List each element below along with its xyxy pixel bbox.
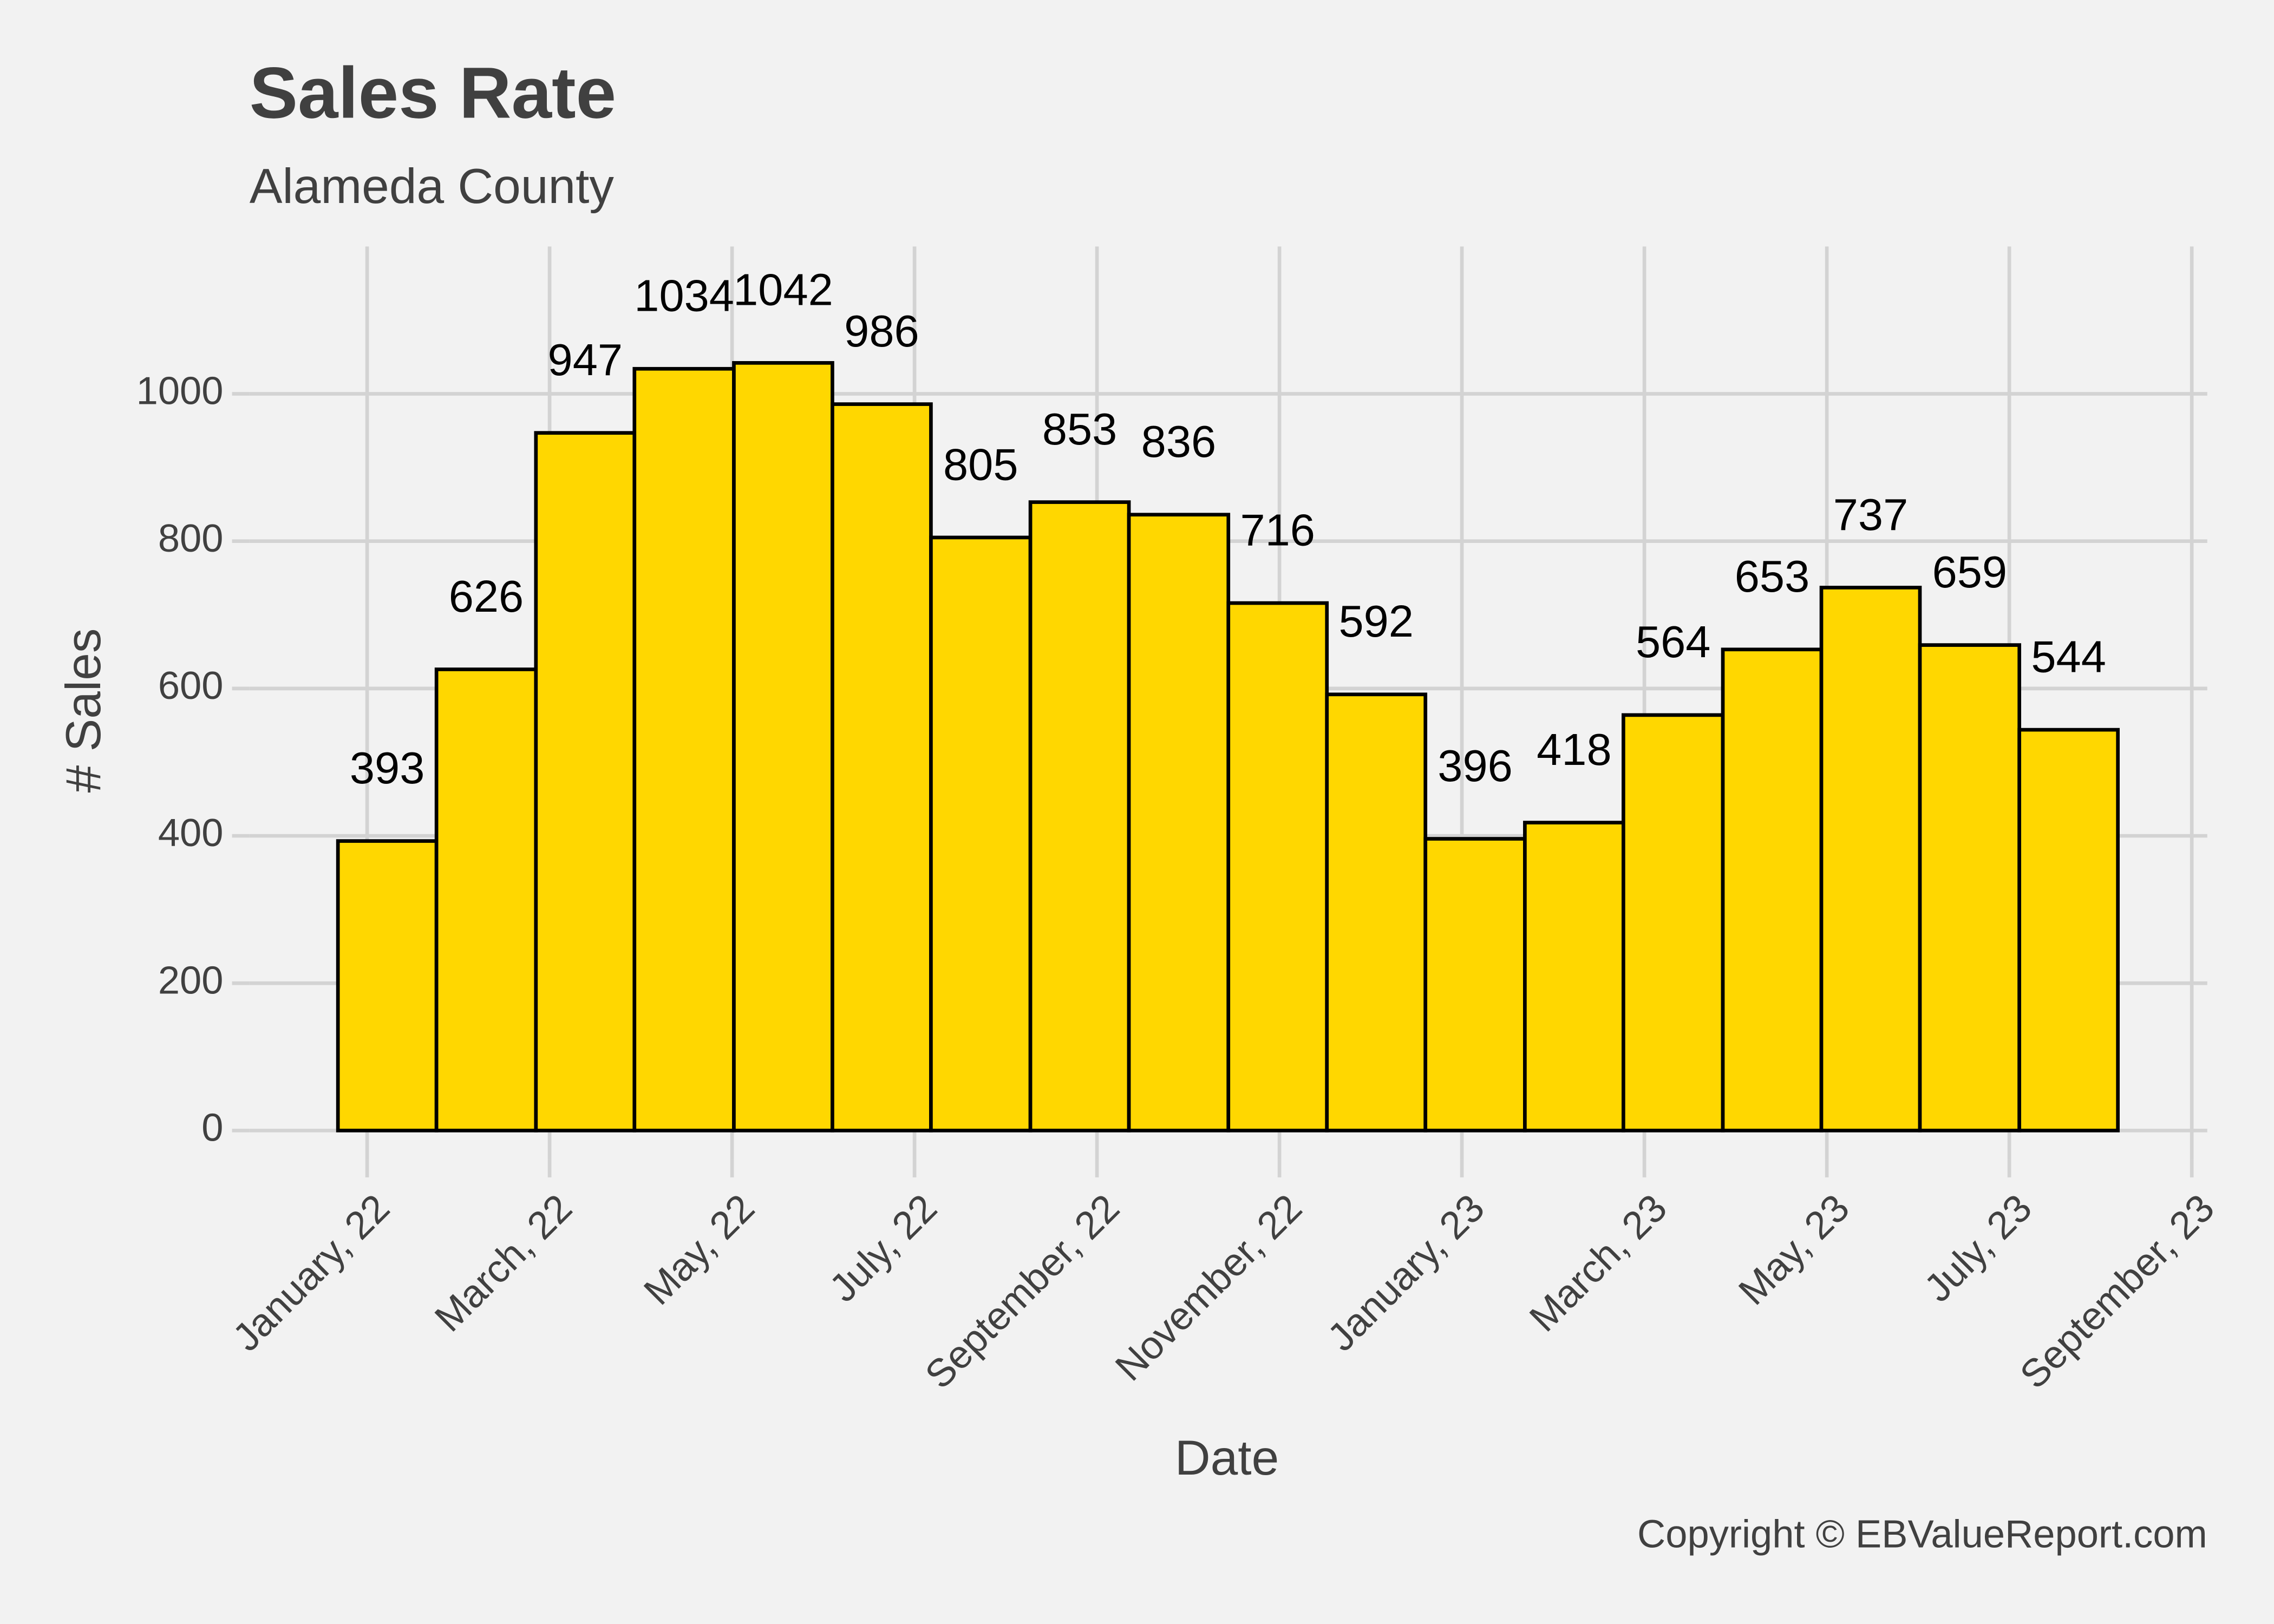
data-label: 592 bbox=[1338, 596, 1414, 646]
data-label: 544 bbox=[2031, 631, 2106, 682]
data-label: 737 bbox=[1833, 489, 1909, 540]
data-label: 393 bbox=[350, 743, 425, 793]
data-label: 564 bbox=[1636, 617, 1711, 667]
bar bbox=[831, 402, 933, 1132]
y-axis-label: # Sales bbox=[56, 628, 111, 793]
bar bbox=[732, 361, 834, 1132]
bar bbox=[1028, 500, 1131, 1132]
bar bbox=[1325, 692, 1428, 1132]
bar bbox=[1721, 647, 1824, 1132]
data-label: 716 bbox=[1240, 505, 1315, 555]
data-label: 659 bbox=[1932, 547, 2008, 597]
y-tick-label: 800 bbox=[158, 517, 224, 560]
bar bbox=[2017, 728, 2120, 1132]
bar bbox=[1622, 713, 1725, 1132]
bar bbox=[1423, 837, 1527, 1132]
bar bbox=[1127, 513, 1231, 1132]
chart-subtitle: Alameda County bbox=[250, 159, 615, 214]
data-label: 653 bbox=[1735, 551, 1810, 601]
bar bbox=[534, 431, 637, 1132]
bar bbox=[336, 839, 439, 1132]
data-label: 396 bbox=[1437, 741, 1513, 791]
data-label: 1034 bbox=[634, 271, 734, 321]
y-tick-label: 600 bbox=[158, 664, 224, 708]
y-tick-label: 400 bbox=[158, 811, 224, 855]
data-label: 853 bbox=[1042, 404, 1118, 454]
bar bbox=[632, 366, 736, 1132]
bar bbox=[1918, 643, 2022, 1132]
data-label: 1042 bbox=[733, 265, 833, 315]
x-axis-label: Date bbox=[1175, 1431, 1279, 1485]
chart-title: Sales Rate bbox=[250, 53, 616, 134]
data-label: 418 bbox=[1537, 724, 1612, 775]
bar bbox=[1226, 601, 1329, 1132]
caption: Copyright © EBValueReport.com bbox=[1637, 1512, 2207, 1556]
bar bbox=[434, 667, 538, 1132]
data-label: 626 bbox=[449, 571, 524, 621]
y-tick-label: 1000 bbox=[136, 370, 224, 413]
data-label: 986 bbox=[844, 306, 919, 356]
data-label: 805 bbox=[943, 439, 1018, 489]
bar bbox=[929, 535, 1033, 1132]
data-label: 836 bbox=[1141, 416, 1217, 467]
bar bbox=[1523, 821, 1625, 1132]
y-tick-label: 200 bbox=[158, 959, 224, 1002]
bar bbox=[1819, 586, 1922, 1132]
y-tick-label: 0 bbox=[201, 1106, 223, 1150]
data-label: 947 bbox=[548, 335, 623, 385]
